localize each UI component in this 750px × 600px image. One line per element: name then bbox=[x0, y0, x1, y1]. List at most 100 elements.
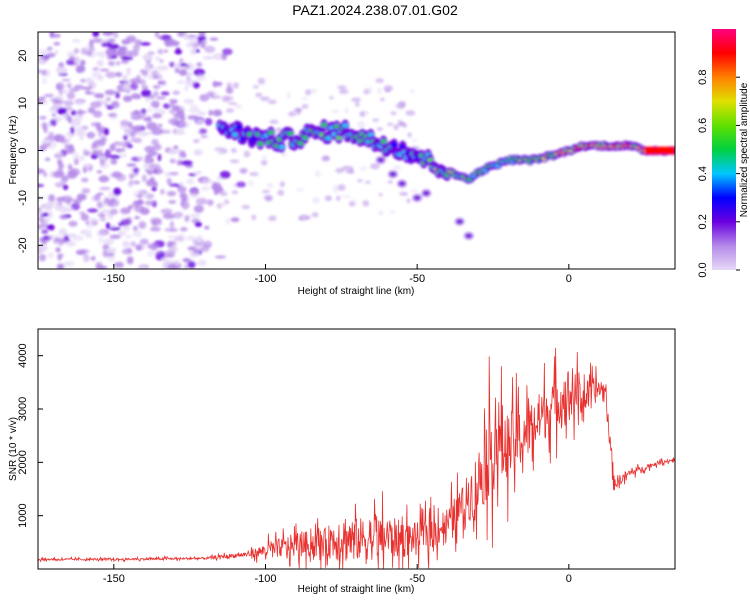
spectrogram-cell bbox=[219, 170, 231, 179]
spectrogram-cell bbox=[42, 122, 47, 130]
spectrogram-cell bbox=[132, 167, 140, 173]
spectrogram-cell bbox=[230, 147, 237, 153]
spectrogram-cell bbox=[269, 119, 279, 125]
spectrogram-cell bbox=[95, 51, 104, 57]
spectrogram-cell bbox=[95, 122, 102, 130]
spectrogram-cell bbox=[207, 199, 214, 206]
spectrogram-cell bbox=[96, 192, 104, 196]
spectrogram-cell bbox=[58, 228, 68, 236]
spectrogram-cell bbox=[109, 143, 116, 152]
spectrogram-cell bbox=[117, 230, 126, 237]
spectrogram-cell bbox=[76, 193, 87, 201]
spectrogram-cell bbox=[52, 170, 65, 178]
spectrogram-cell bbox=[82, 165, 88, 174]
spectrogram-cell bbox=[177, 155, 184, 160]
spectrogram-cell bbox=[305, 89, 312, 96]
spectrogram-cell bbox=[178, 120, 190, 129]
spectrogram-cell bbox=[169, 99, 178, 104]
spectrogram-cell bbox=[129, 82, 139, 91]
spectrogram-cell bbox=[126, 50, 139, 57]
spectrogram-cell bbox=[159, 129, 172, 134]
spectrogram-cell bbox=[140, 89, 152, 98]
spectrogram-cell bbox=[104, 197, 110, 204]
spectrogram-cell bbox=[410, 88, 415, 94]
spectrogram-cell bbox=[68, 220, 78, 227]
spectrogram-cell bbox=[200, 42, 206, 49]
spectrogram-cell bbox=[54, 182, 66, 188]
spectrogram-cell bbox=[231, 190, 239, 195]
spectrogram-cell bbox=[213, 189, 219, 196]
spectrogram-cell bbox=[38, 254, 47, 262]
spectrogram-cell bbox=[138, 221, 147, 230]
spectrogram-cell bbox=[221, 95, 230, 103]
spectrogram-y-tick-label: -10 bbox=[17, 190, 29, 206]
spectrogram-cell bbox=[139, 238, 149, 245]
spectrogram-cell bbox=[85, 223, 94, 229]
colorbar-tick-label: 0.2 bbox=[697, 214, 709, 229]
spectrogram-cell bbox=[226, 82, 232, 90]
spectrogram-cell bbox=[167, 235, 178, 239]
spectrogram-cell bbox=[140, 78, 146, 86]
spectrogram-cell bbox=[74, 59, 81, 63]
spectrogram-cell bbox=[204, 225, 210, 230]
spectrogram-cell bbox=[118, 153, 128, 158]
spectrogram-cell bbox=[266, 182, 274, 189]
spectrogram-cell bbox=[201, 178, 214, 185]
spectrogram-cell bbox=[157, 65, 169, 71]
colorbar-tick-label: 0.6 bbox=[697, 118, 709, 133]
spectrogram-cell bbox=[70, 110, 77, 116]
spectrogram-cell bbox=[231, 132, 238, 137]
spectrogram-cell bbox=[297, 141, 304, 146]
spectrogram-cell bbox=[147, 51, 156, 55]
spectrogram-cell bbox=[298, 214, 309, 221]
spectrogram-cell bbox=[372, 118, 379, 122]
spectrogram-cell bbox=[58, 66, 65, 71]
spectrogram-cell bbox=[68, 168, 81, 177]
spectrogram-cell bbox=[393, 164, 402, 171]
spectrogram-cell bbox=[189, 104, 199, 108]
spectrogram-cell bbox=[92, 110, 103, 118]
spectrogram-cell bbox=[160, 91, 170, 96]
spectrogram-cell bbox=[143, 163, 149, 170]
spectrogram-cell bbox=[247, 180, 254, 187]
spectrogram-cell bbox=[167, 149, 178, 155]
spectrogram-cell bbox=[56, 253, 64, 258]
spectrogram-cell bbox=[67, 51, 77, 58]
spectrogram-cell bbox=[131, 125, 143, 131]
spectrogram-cell bbox=[62, 175, 69, 180]
spectrogram-cell bbox=[38, 216, 45, 222]
spectrogram-cell bbox=[169, 171, 179, 176]
spectrogram-y-tick-label: 20 bbox=[17, 50, 29, 62]
spectrogram-cell bbox=[235, 181, 247, 188]
spectrogram-cell bbox=[311, 212, 319, 218]
spectrogram-cell bbox=[134, 216, 140, 220]
spectrogram-cell bbox=[164, 227, 175, 232]
colorbar-tick-label: 0.4 bbox=[697, 166, 709, 181]
spectrogram-cell bbox=[121, 141, 128, 149]
spectrogram-cell bbox=[368, 86, 373, 94]
spectrogram-cell bbox=[46, 52, 56, 58]
spectrogram-cell bbox=[41, 229, 49, 235]
spectrogram-cell bbox=[56, 263, 65, 269]
spectrogram-cell bbox=[123, 134, 128, 141]
spectrogram-cell bbox=[209, 37, 219, 41]
spectrogram-cell bbox=[193, 149, 203, 156]
spectrogram-cell bbox=[191, 138, 201, 144]
spectrogram-cell bbox=[200, 244, 210, 253]
spectrogram-cell bbox=[389, 209, 396, 214]
spectrogram-cell bbox=[38, 168, 44, 175]
spectrogram-cell bbox=[196, 36, 207, 41]
spectrogram-cell bbox=[180, 160, 193, 166]
spectrogram-cell bbox=[197, 111, 207, 116]
spectrogram-cell bbox=[136, 95, 142, 100]
spectrogram-cell bbox=[286, 92, 291, 99]
spectrogram-cell bbox=[94, 139, 106, 146]
spectrogram-cell bbox=[321, 123, 328, 128]
spectrogram-cell bbox=[66, 199, 71, 206]
spectrogram-cell bbox=[172, 105, 181, 112]
spectrogram-cell bbox=[55, 196, 66, 202]
spectrogram-cell bbox=[119, 80, 126, 84]
spectrogram-cell bbox=[103, 128, 109, 136]
spectrogram-cell bbox=[162, 262, 169, 269]
spectrogram-cell bbox=[152, 181, 158, 188]
